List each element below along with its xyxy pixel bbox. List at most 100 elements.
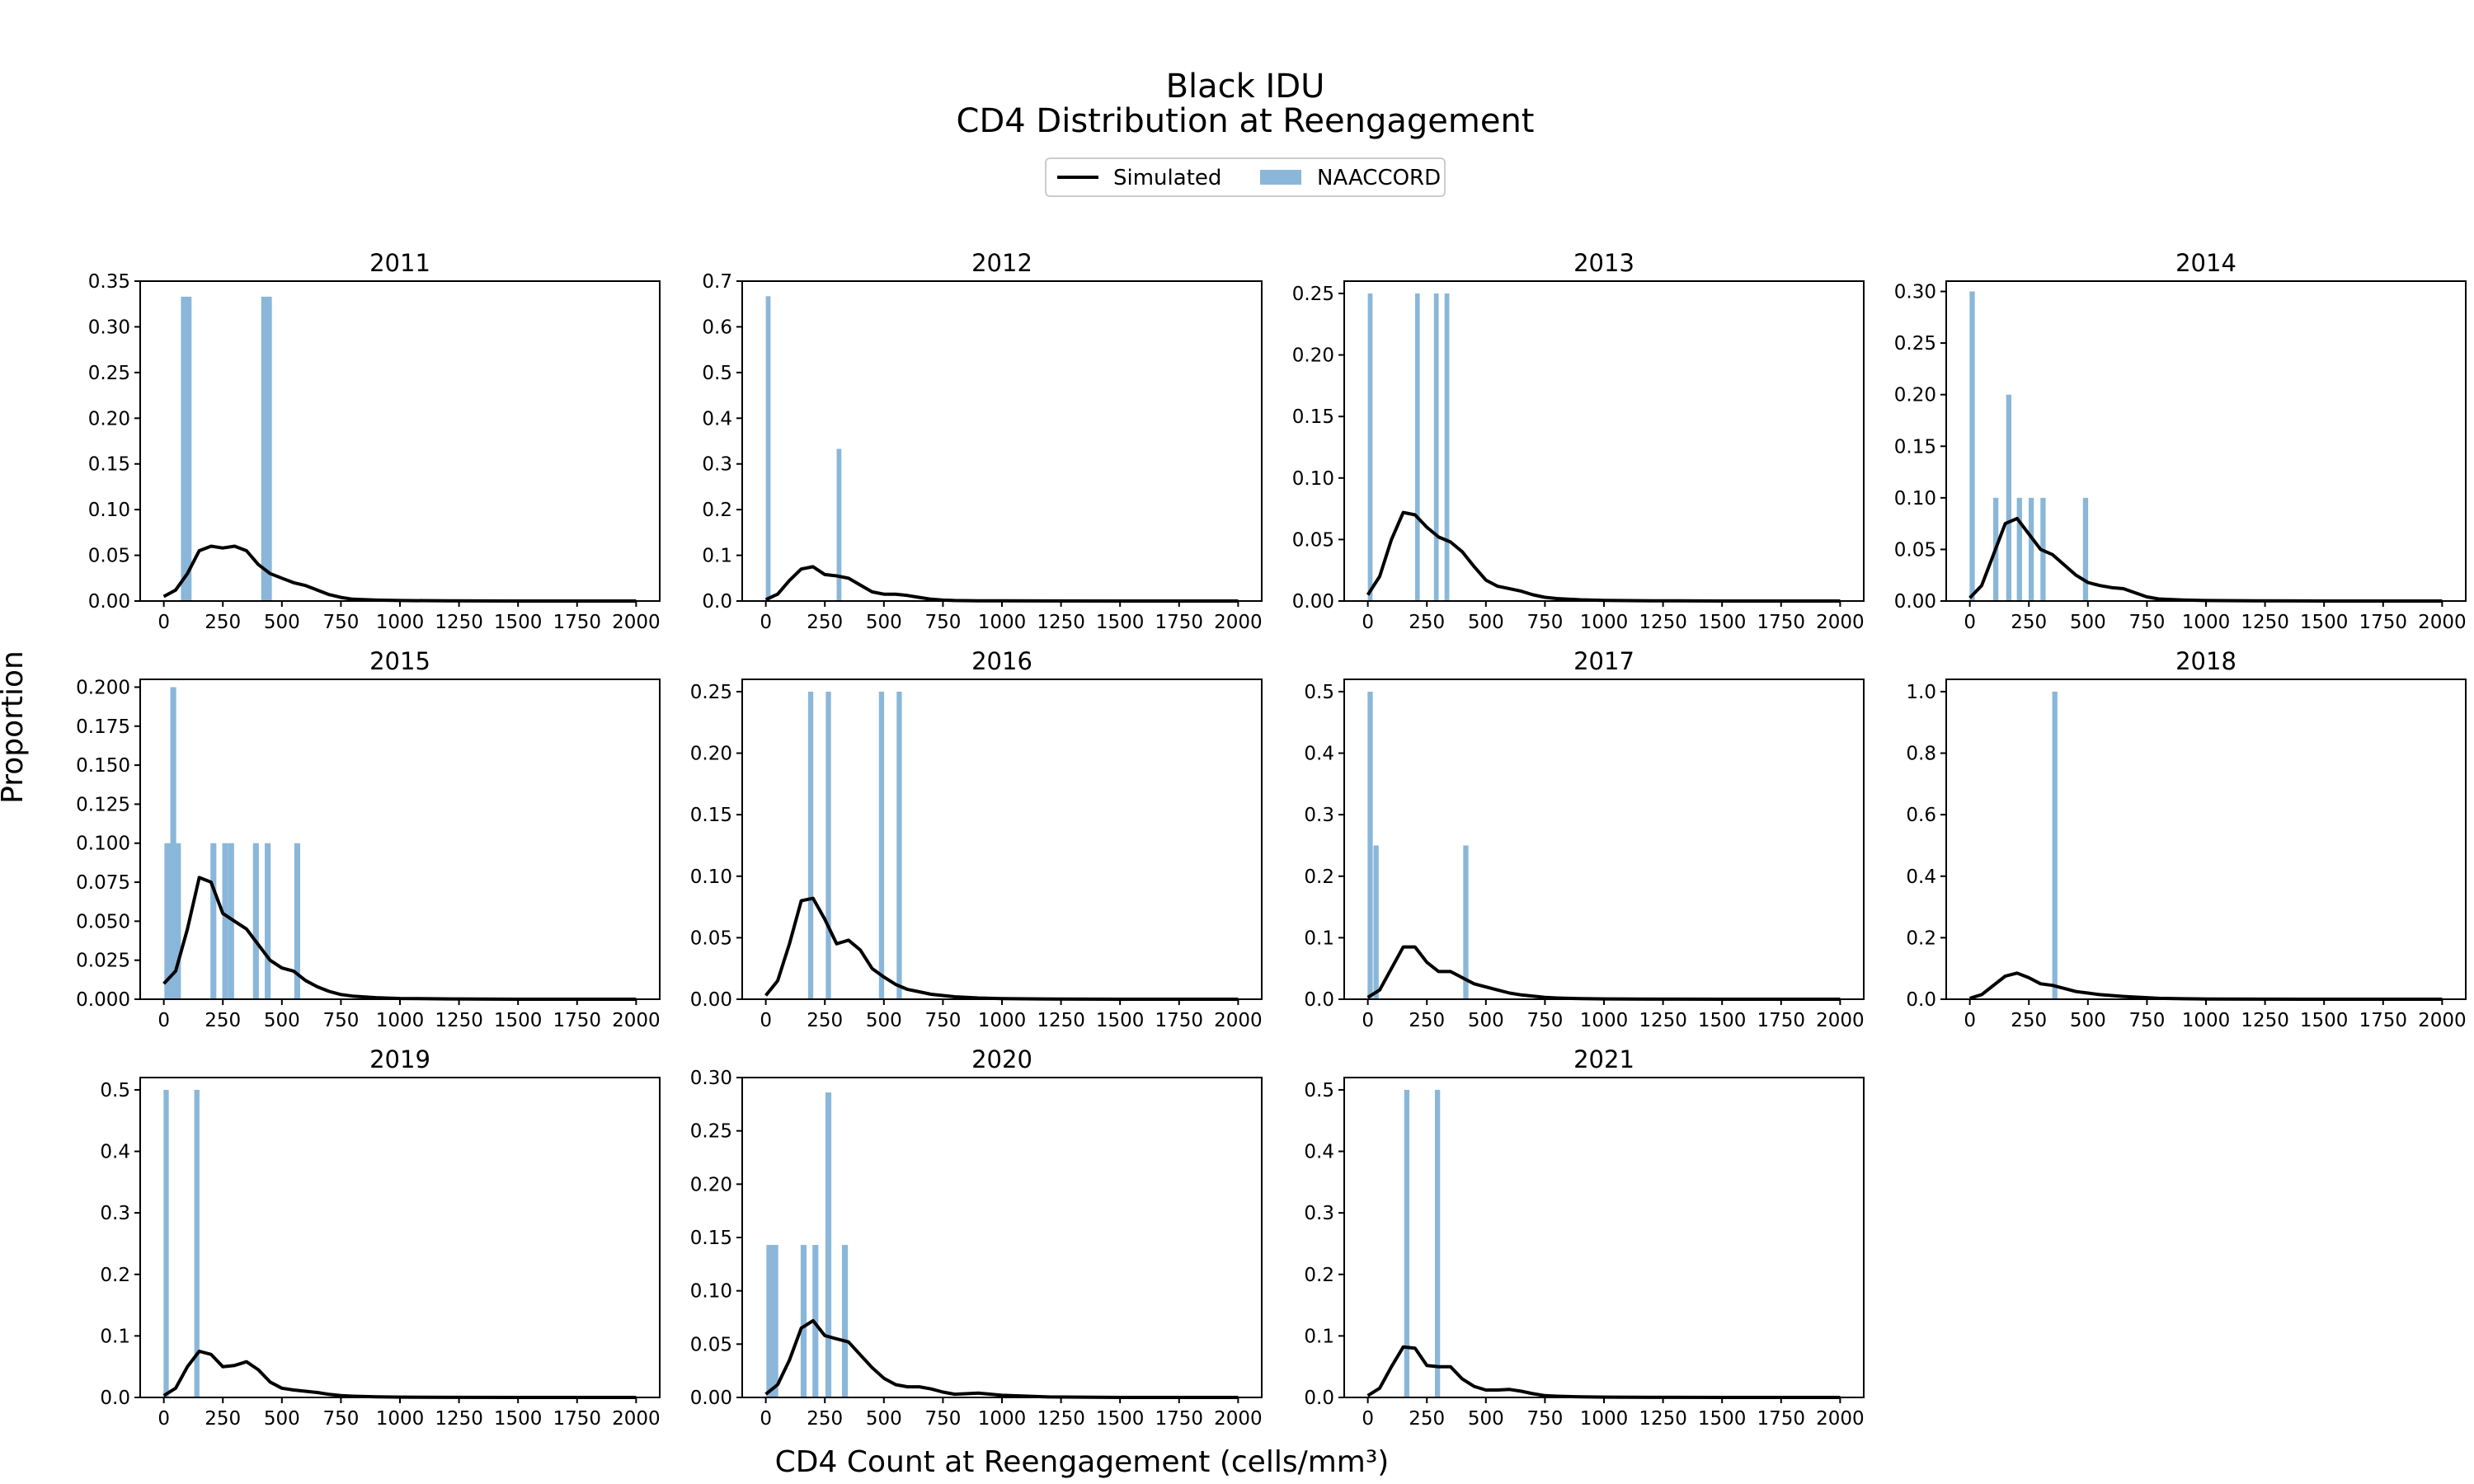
- subplot-2018: 0 250 500 750 1000 1250 1500 1750 2000 0.0 0.2 0.4 0…: [1906, 647, 2467, 1031]
- y-tick-label: 0.0: [1304, 989, 1334, 1011]
- y-tick-label: 0.10: [690, 1281, 732, 1303]
- y-tick-label: 0.100: [76, 834, 130, 855]
- naaccord-bar: [2028, 497, 2034, 601]
- y-tick-label: 0.5: [1304, 1080, 1334, 1101]
- plot-area: [742, 1078, 1262, 1397]
- x-tick-label: 1000: [2182, 1010, 2231, 1031]
- y-tick-label: 0.00: [1292, 591, 1334, 613]
- naaccord-bar: [841, 1245, 849, 1397]
- x-tick-label: 500: [1468, 1408, 1504, 1430]
- x-tick-label: 1500: [1096, 1408, 1145, 1430]
- y-tick-label: 0.000: [76, 989, 130, 1011]
- figure-title-line2: CD4 Distribution at Reengagement: [957, 102, 1535, 140]
- y-tick-label: 0.20: [690, 1174, 732, 1195]
- y-tick-label: 0.30: [88, 317, 130, 338]
- subplot-2014: 0 250 500 750 1000 1250 1500 1750 2000 0.00 0.05 0.…: [1894, 249, 2467, 633]
- y-tick-label: 0.20: [690, 744, 732, 765]
- naaccord-bar: [825, 691, 831, 999]
- legend-simulated-label: Simulated: [1113, 166, 1221, 190]
- y-tick-label: 0.075: [76, 872, 130, 894]
- naaccord-bar: [825, 1092, 832, 1397]
- x-tick-label: 2000: [2418, 612, 2467, 633]
- x-tick-label: 1750: [1757, 1010, 1805, 1031]
- x-tick-label: 0: [760, 612, 772, 633]
- y-tick-label: 0.25: [690, 682, 732, 703]
- subplot-title: 2018: [2175, 647, 2236, 675]
- x-tick-label: 1750: [1155, 1408, 1203, 1430]
- subplot-title: 2013: [1573, 249, 1634, 277]
- x-tick-label: 500: [866, 612, 902, 633]
- naaccord-bar: [807, 691, 814, 999]
- naaccord-bar: [772, 1245, 778, 1397]
- x-tick-label: 250: [2011, 612, 2047, 633]
- y-tick-label: 0.00: [1894, 591, 1936, 613]
- x-tick-label: 1250: [435, 612, 483, 633]
- x-tick-label: 1250: [1639, 612, 1687, 633]
- naaccord-bar: [836, 448, 842, 601]
- plot-area: [1946, 679, 2466, 999]
- x-tick-label: 1250: [2241, 612, 2289, 633]
- y-tick-label: 0.35: [88, 271, 130, 293]
- naaccord-bar: [294, 843, 301, 999]
- simulated-line: [764, 1318, 1239, 1399]
- naaccord-bar: [2016, 497, 2022, 601]
- x-tick-label: 500: [1468, 1010, 1504, 1031]
- x-tick-label: 1750: [553, 612, 601, 633]
- x-tick-label: 0: [1362, 612, 1374, 633]
- naaccord-bar: [164, 843, 171, 999]
- y-tick-label: 0.25: [1292, 284, 1334, 305]
- x-tick-label: 2000: [1214, 1408, 1263, 1430]
- naaccord-bar: [1414, 293, 1420, 601]
- y-tick-label: 0.0: [1304, 1388, 1334, 1409]
- subplot-2020: 0 250 500 750 1000 1250 1500 1750 2000 0.00 0.05 0.…: [690, 1045, 1263, 1430]
- x-tick-label: 250: [2011, 1010, 2047, 1031]
- figure-title-line1: Black IDU: [1166, 68, 1325, 106]
- x-tick-label: 2000: [1816, 1408, 1865, 1430]
- y-tick-label: 0.175: [76, 716, 130, 738]
- legend-frame: [1045, 157, 1446, 197]
- x-tick-label: 1250: [435, 1010, 483, 1031]
- x-tick-label: 750: [924, 1408, 961, 1430]
- x-tick-label: 1500: [1698, 1408, 1747, 1430]
- y-tick-label: 0.6: [1906, 805, 1936, 826]
- x-tick-label: 500: [2070, 612, 2106, 633]
- naaccord-bar: [210, 843, 217, 999]
- x-tick-label: 2000: [612, 1010, 661, 1031]
- plot-area: [1344, 1078, 1864, 1397]
- x-tick-label: 2000: [1214, 1010, 1263, 1031]
- x-tick-label: 1000: [978, 1010, 1027, 1031]
- y-tick-label: 0.05: [690, 1334, 732, 1355]
- naaccord-bar: [1463, 845, 1469, 999]
- plot-area: [140, 679, 660, 999]
- x-tick-label: 250: [205, 1010, 241, 1031]
- plot-area: [742, 679, 1262, 999]
- y-tick-label: 0.05: [88, 546, 130, 567]
- y-tick-label: 0.10: [88, 500, 130, 521]
- y-tick-label: 0.1: [702, 546, 732, 567]
- y-tick-label: 0.30: [1894, 282, 1936, 303]
- y-tick-label: 0.10: [690, 866, 732, 888]
- x-tick-label: 2000: [1214, 612, 1263, 633]
- x-tick-label: 1750: [1155, 1010, 1203, 1031]
- x-tick-label: 750: [1526, 612, 1563, 633]
- x-tick-label: 1750: [553, 1408, 601, 1430]
- subplot-title: 2021: [1573, 1045, 1634, 1073]
- x-tick-label: 1000: [978, 612, 1027, 633]
- legend-naaccord-swatch: [1260, 170, 1301, 185]
- subplot-2016: 0 250 500 750 1000 1250 1500 1750 2000 0.00 0.05 0.…: [690, 647, 1263, 1031]
- x-tick-label: 1750: [2359, 612, 2407, 633]
- x-tick-label: 1500: [494, 612, 543, 633]
- naaccord-bar: [878, 691, 885, 999]
- y-tick-label: 0.150: [76, 755, 130, 777]
- x-tick-label: 1500: [1698, 612, 1747, 633]
- subplot-2012: 0 250 500 750 1000 1250 1500 1750 2000 0.0 0.1 0.2 0…: [702, 249, 1263, 633]
- y-tick-label: 0.00: [690, 1388, 732, 1409]
- naaccord-bar: [896, 691, 902, 999]
- x-tick-label: 250: [205, 1408, 241, 1430]
- x-tick-label: 750: [322, 1010, 359, 1031]
- y-tick-label: 0.10: [1894, 488, 1936, 510]
- x-tick-label: 1500: [1698, 1010, 1747, 1031]
- x-tick-label: 1500: [1096, 612, 1145, 633]
- y-tick-label: 0.3: [100, 1203, 130, 1224]
- x-tick-label: 1000: [1580, 1408, 1629, 1430]
